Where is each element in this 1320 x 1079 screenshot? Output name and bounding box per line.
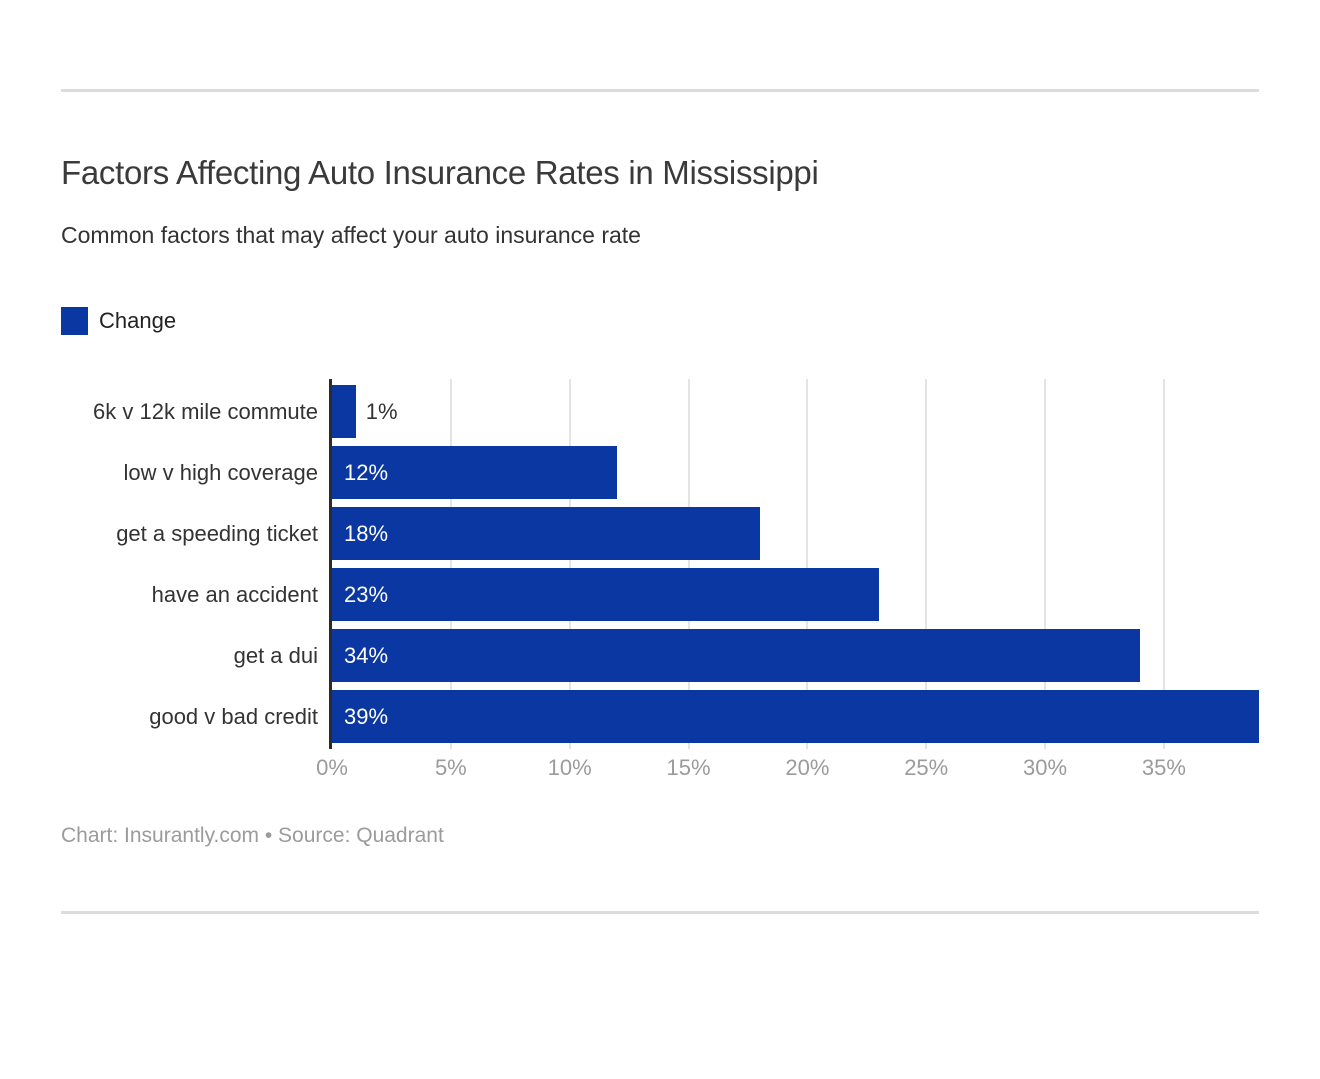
legend: Change (61, 307, 1259, 335)
bar-row: have an accident 23% (61, 564, 1259, 625)
x-tick-label: 0% (316, 755, 348, 780)
chart-title: Factors Affecting Auto Insurance Rates i… (61, 154, 819, 191)
value-label: 1% (365, 398, 398, 424)
bar-track: 1% (332, 385, 1259, 438)
bar-track: 12% (332, 446, 1259, 499)
bar-chart: 6k v 12k mile commute 1% low v high covera… (61, 379, 1259, 785)
category-label: 6k v 12k mile commute (93, 398, 318, 424)
value-label: 23% (344, 581, 389, 607)
category-label: have an accident (151, 581, 318, 607)
top-divider (61, 89, 1259, 92)
plot-area: 6k v 12k mile commute 1% low v high covera… (61, 379, 1259, 749)
value-label: 39% (344, 703, 389, 729)
gridline (1162, 379, 1165, 749)
value-label: 18% (344, 520, 389, 546)
bottom-divider (61, 911, 1259, 914)
bar-row: low v high coverage 12% (61, 442, 1259, 503)
x-tick-label: 35% (1141, 755, 1186, 780)
x-tick-label: 5% (434, 755, 467, 780)
bar-rows: 6k v 12k mile commute 1% low v high covera… (61, 379, 1259, 749)
gridline (449, 379, 452, 749)
bar: 23% (332, 568, 879, 621)
x-tick-label: 10% (547, 755, 592, 780)
x-tick-label: 15% (666, 755, 711, 780)
footer-credit: Chart: Insurantly.com • Source: Quadrant (61, 824, 444, 847)
page: Factors Affecting Auto Insurance Rates i… (0, 89, 1320, 1079)
category-label: get a dui (233, 642, 318, 668)
grid-layer (329, 379, 1259, 749)
x-tick-label: 20% (785, 755, 830, 780)
bar-row: good v bad credit 39% (61, 686, 1259, 747)
gridline (568, 379, 571, 749)
bar: 34% (332, 629, 1141, 682)
x-tick-label: 30% (1023, 755, 1068, 780)
value-label: 12% (344, 459, 389, 485)
category-label: good v bad credit (149, 703, 318, 729)
gridline (687, 379, 690, 749)
bar-track: 39% (332, 690, 1259, 743)
category-label: low v high coverage (123, 459, 318, 485)
bar-track: 34% (332, 629, 1259, 682)
gridline (925, 379, 928, 749)
gridline (1044, 379, 1047, 749)
bar-track: 23% (332, 568, 1259, 621)
legend-label: Change (99, 308, 177, 333)
bar-track: 18% (332, 507, 1259, 560)
bar-row: get a speeding ticket 18% (61, 503, 1259, 564)
bar: 39% (332, 690, 1259, 743)
bar: 18% (332, 507, 760, 560)
x-axis: 0% 5% 10% 15% 20% 25% 30% 35% (316, 755, 1259, 785)
category-label: get a speeding ticket (116, 520, 318, 546)
x-tick-label: 25% (904, 755, 949, 780)
chart-subtitle: Common factors that may affect your auto… (61, 222, 641, 248)
bar: 12% (332, 446, 618, 499)
value-label: 34% (344, 642, 389, 668)
legend-swatch-icon (61, 307, 88, 335)
bar: 1% (332, 385, 398, 438)
bar-row: 6k v 12k mile commute 1% (61, 381, 1259, 442)
bar-row: get a dui 34% (61, 625, 1259, 686)
gridline (806, 379, 809, 749)
